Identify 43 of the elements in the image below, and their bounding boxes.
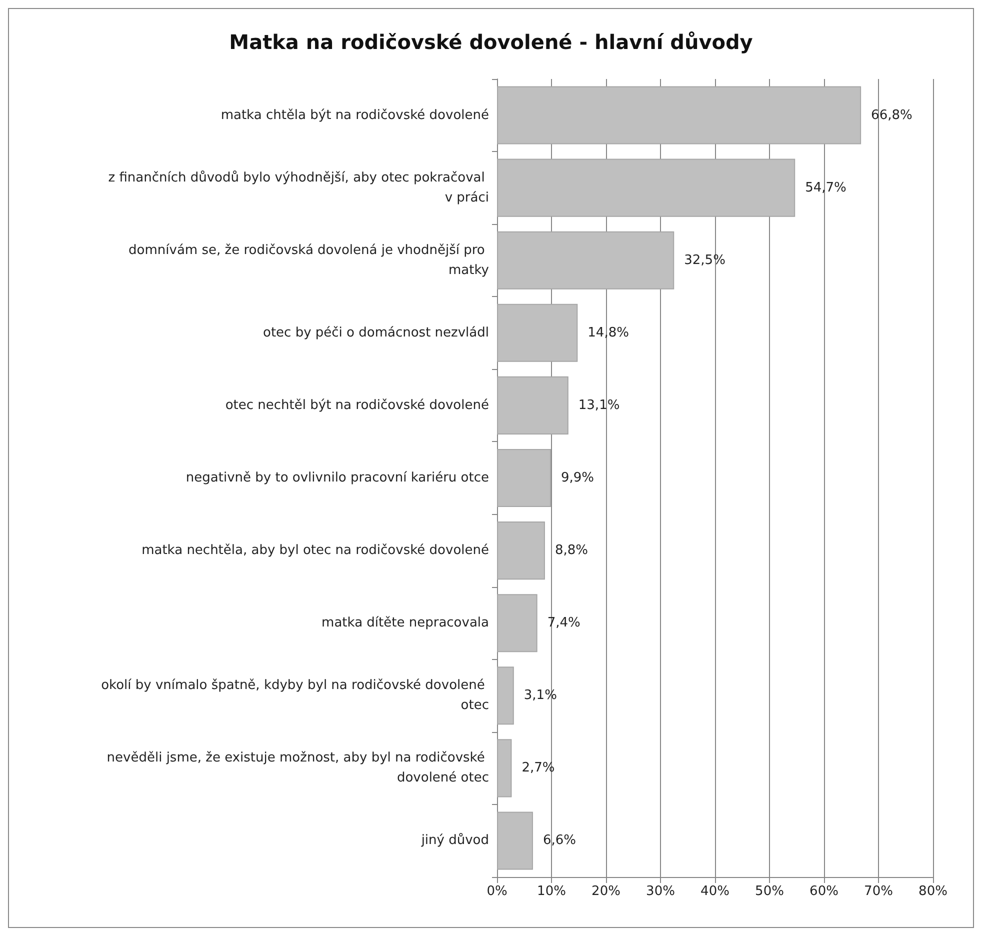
data-label: 32,5% — [684, 252, 726, 268]
bar — [497, 522, 545, 580]
y-tick-label: negativně by to ovlivnilo pracovní kariéru otce — [186, 470, 489, 486]
y-tick-label: z finančních důvodů bylo výhodnější, aby otec pokračoval v práci — [108, 169, 489, 206]
bar — [497, 158, 796, 217]
data-label: 13,1% — [578, 398, 620, 413]
y-tick-label: otec by péči o domácnost nezvládl — [262, 325, 489, 340]
data-label: 54,7% — [805, 180, 846, 196]
x-tick-label: 70% — [864, 884, 893, 899]
y-tick-label: nevěděli jsme, že existuje možnost, aby byl na rodičovské dovolené otec — [106, 750, 489, 786]
data-label: 2,7% — [522, 760, 555, 776]
x-tick-label: 40% — [700, 884, 730, 899]
x-tick-label: 80% — [918, 884, 948, 899]
x-tick-label: 20% — [592, 884, 620, 899]
y-tick-label: jiný důvod — [420, 832, 489, 848]
y-tick-label: matka chtěla být na rodičovské dovolené — [220, 108, 489, 123]
y-tick-label: otec nechtěl být na rodičovské dovolené — [225, 398, 489, 413]
data-label: 8,8% — [554, 543, 588, 558]
bar — [497, 231, 674, 290]
y-tick-label: matka dítěte nepracovala — [322, 616, 489, 631]
data-label: 66,8% — [871, 108, 912, 123]
data-label: 14,8% — [588, 325, 629, 340]
bar — [497, 594, 538, 652]
y-tick-label: okolí by vnímalo špatně, kdyby byl na rodičovské dovolené otec — [101, 678, 489, 714]
data-label: 6,6% — [542, 833, 576, 848]
x-tick-label: 60% — [810, 884, 838, 899]
bar — [497, 812, 533, 870]
bar — [497, 739, 512, 798]
bar — [497, 666, 514, 725]
bar — [497, 448, 551, 508]
data-label: 7,4% — [547, 616, 580, 631]
data-label: 3,1% — [524, 688, 557, 704]
x-tick-label: 10% — [537, 884, 566, 899]
data-label: 9,9% — [560, 470, 594, 486]
x-tick-label: 30% — [646, 884, 675, 899]
bar — [497, 304, 578, 362]
bar — [497, 86, 862, 144]
chart-title: Matka na rodičovské dovolené - hlavní důvody — [229, 30, 753, 54]
y-tick-label: matka nechtěla, aby byl otec na rodičovské dovolené — [142, 543, 489, 558]
x-tick-label: 50% — [755, 884, 784, 899]
y-tick-label: domnívám se, že rodičovská dovolená je vhodnější pro matky — [128, 242, 490, 278]
x-tick-label: 0% — [486, 884, 508, 899]
bar — [497, 376, 568, 434]
